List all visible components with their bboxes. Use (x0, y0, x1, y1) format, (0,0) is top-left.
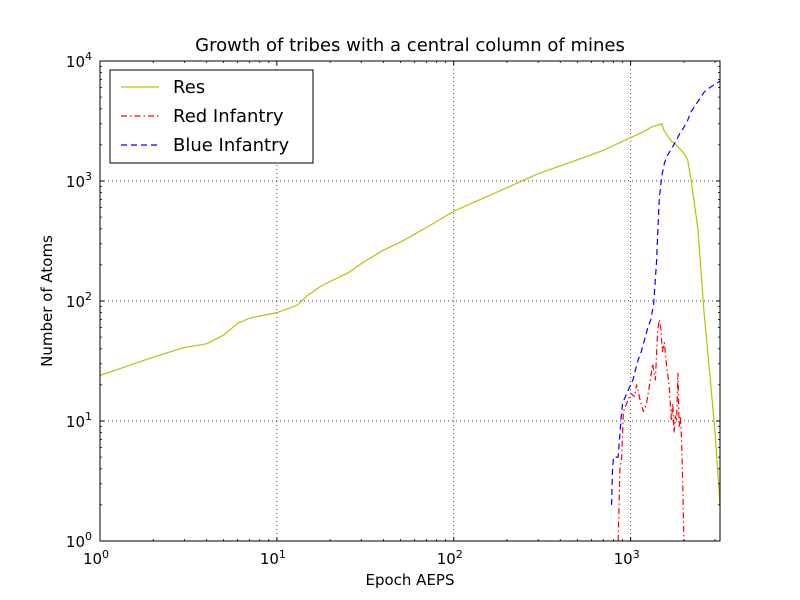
y-tick-exponent: 2 (85, 290, 92, 303)
series-line-red-infantry (617, 318, 685, 542)
x-tick-label: 103 (614, 548, 640, 568)
y-tick-base: 10 (66, 293, 85, 311)
legend-item-res: Res (121, 77, 205, 98)
x-axis-title: Epoch AEPS (365, 571, 454, 589)
legend-item-blue-infantry: Blue Infantry (121, 135, 290, 156)
y-tick-base: 10 (66, 173, 85, 191)
y-tick-exponent: 0 (85, 530, 92, 543)
y-tick-exponent: 3 (85, 170, 92, 183)
x-tick-base: 10 (83, 550, 102, 568)
legend-item-red-infantry: Red Infantry (121, 106, 284, 127)
x-tick-label: 101 (260, 548, 286, 568)
x-tick-exponent: 2 (456, 548, 463, 561)
y-tick-base: 10 (66, 53, 85, 71)
legend-label-red-infantry: Red Infantry (173, 106, 284, 127)
grid (100, 61, 720, 541)
series-layer (99, 80, 721, 542)
series-line-blue-infantry (610, 80, 721, 505)
x-tick-label: 102 (437, 548, 463, 568)
y-tick-label: 104 (66, 50, 92, 71)
series-line-res (99, 123, 721, 505)
x-tick-exponent: 3 (633, 548, 640, 561)
x-tick-base: 10 (614, 550, 633, 568)
y-tick-label: 103 (66, 170, 92, 191)
x-tick-base: 10 (437, 550, 456, 568)
y-tick-base: 10 (66, 413, 85, 431)
legend-label-blue-infantry: Blue Infantry (173, 135, 290, 156)
y-tick-exponent: 1 (85, 410, 92, 423)
x-tick-label: 100 (83, 548, 109, 568)
legend: Res Red Infantry Blue Infantry (109, 69, 314, 164)
y-tick-exponent: 4 (85, 50, 92, 63)
legend-label-res: Res (173, 77, 205, 98)
y-tick-base: 10 (66, 533, 85, 551)
y-tick-label: 100 (66, 530, 92, 551)
x-tick-base: 10 (260, 550, 279, 568)
y-axis-title: Number of Atoms (38, 235, 56, 367)
chart-title: Growth of tribes with a central column o… (195, 35, 625, 56)
x-tick-exponent: 1 (279, 548, 286, 561)
y-tick-label: 102 (66, 290, 92, 311)
y-tick-label: 101 (66, 410, 92, 431)
x-tick-exponent: 0 (102, 548, 109, 561)
